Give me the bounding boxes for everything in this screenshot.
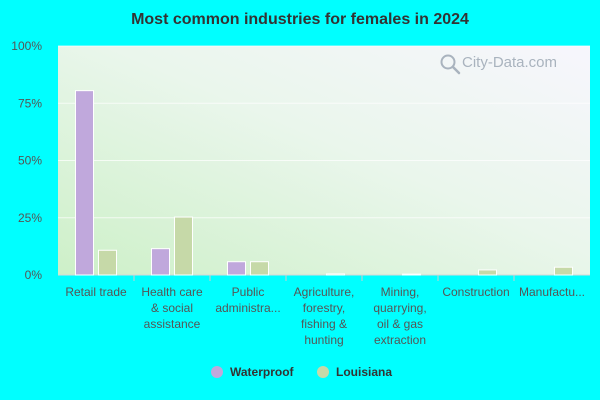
- legend-label-waterproof: Waterproof: [230, 365, 295, 379]
- y-tick-label: 50%: [18, 154, 42, 168]
- bar-louisiana-3: [326, 273, 345, 276]
- y-tick-label: 75%: [18, 96, 42, 110]
- x-axis-labels: Retail trade Health care & social assistanc…: [65, 275, 585, 347]
- bar-louisiana-0: [98, 249, 117, 276]
- y-axis-ticks: 0% 25% 50% 75% 100%: [11, 39, 42, 282]
- x-category-label: Health care & social assistance: [141, 285, 203, 331]
- bar-louisiana-5: [478, 269, 497, 276]
- grid-lines: [58, 45, 590, 276]
- watermark: City-Data.com: [440, 54, 557, 75]
- bars: [75, 90, 573, 276]
- bar-waterproof-1: [151, 248, 170, 276]
- x-category-label: Agriculture, forestry, fishing & hunting: [294, 285, 355, 347]
- y-tick-label: 0%: [25, 268, 43, 282]
- legend-swatch-louisiana: [317, 366, 329, 378]
- x-category-label: Manufactu...: [519, 285, 585, 299]
- bar-louisiana-6: [554, 266, 573, 276]
- bar-waterproof-2: [227, 261, 246, 276]
- y-tick-label: 25%: [18, 211, 42, 225]
- bar-louisiana-2: [250, 261, 269, 276]
- bar-louisiana-4: [402, 273, 421, 276]
- magnifier-icon: [440, 54, 461, 75]
- chart-title: Most common industries for females in 20…: [131, 11, 469, 28]
- legend-label-louisiana: Louisiana: [336, 365, 392, 379]
- x-category-label: Public administra...: [215, 285, 280, 315]
- x-category-label: Mining, quarrying, oil & gas extraction: [373, 285, 426, 347]
- watermark-text: City-Data.com: [462, 54, 557, 71]
- x-category-label: Retail trade: [65, 285, 127, 299]
- bar-waterproof-0: [75, 90, 94, 276]
- y-tick-label: 100%: [11, 39, 42, 53]
- legend: Waterproof Louisiana: [211, 365, 392, 379]
- legend-swatch-waterproof: [211, 366, 223, 378]
- x-category-label: Construction: [442, 285, 509, 299]
- bar-louisiana-1: [174, 216, 193, 276]
